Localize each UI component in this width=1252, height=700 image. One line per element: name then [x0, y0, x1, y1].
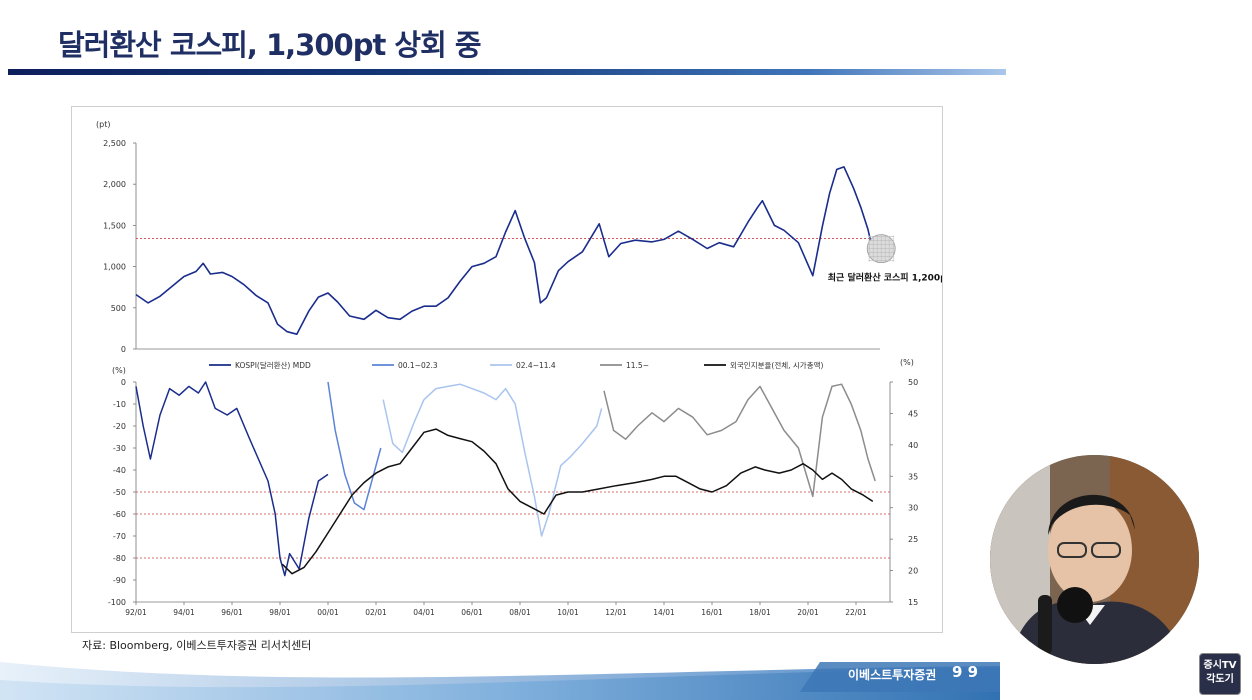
- mdd-11-line: [603, 383, 876, 498]
- x-tick-label: 92/01: [125, 608, 147, 617]
- mdd-00-02-line: [327, 381, 382, 511]
- x-tick-label: 04/01: [413, 608, 435, 617]
- bottom-right-tick-label: 25: [908, 535, 918, 544]
- top-y-tick-label: 2,000: [103, 180, 126, 189]
- legend-label: 11.5~: [626, 361, 649, 370]
- footer-brand: 이베스트투자증권: [848, 668, 937, 682]
- bottom-left-tick-label: 0: [121, 378, 126, 387]
- presenter-video: [990, 455, 1199, 664]
- mdd-kospi-line: [135, 381, 329, 577]
- foreign-ownership-line: [281, 428, 874, 575]
- bottom-left-tick-label: -20: [113, 422, 126, 431]
- x-tick-label: 98/01: [269, 608, 291, 617]
- x-tick-label: 08/01: [509, 608, 531, 617]
- x-tick-label: 96/01: [221, 608, 243, 617]
- bottom-right-tick-label: 50: [908, 378, 918, 387]
- channel-logo: 증시TV 각도기: [1199, 653, 1241, 695]
- bottom-right-tick-label: 35: [908, 472, 918, 481]
- logo-line2: 각도기: [1206, 674, 1234, 685]
- bottom-left-tick-label: -10: [113, 400, 126, 409]
- x-tick-label: 12/01: [605, 608, 627, 617]
- bottom-left-tick-label: -70: [113, 532, 126, 541]
- slide-title: 달러환산 코스피, 1,300pt 상회 중: [58, 28, 482, 62]
- x-tick-label: 16/01: [701, 608, 723, 617]
- bottom-left-unit: (%): [112, 366, 126, 375]
- source-note: 자료: Bloomberg, 이베스트투자증권 리서치센터: [82, 639, 312, 652]
- legend-label: 00.1~02.3: [398, 361, 438, 370]
- x-tick-label: 14/01: [653, 608, 675, 617]
- x-tick-label: 20/01: [797, 608, 819, 617]
- bottom-left-tick-label: -100: [108, 598, 126, 607]
- x-tick-label: 94/01: [173, 608, 195, 617]
- kospi-usd-line: [135, 166, 876, 335]
- bottom-left-tick-label: -40: [113, 466, 126, 475]
- footer-wave: [0, 662, 1000, 700]
- top-y-tick-label: 1,000: [103, 263, 126, 272]
- top-y-tick-label: 1,500: [103, 221, 126, 230]
- bottom-left-tick-label: -60: [113, 510, 126, 519]
- top-y-tick-label: 0: [121, 345, 126, 354]
- annotation-text: 최근 달러환산 코스피 1,200pt 하회: [828, 272, 942, 284]
- top-y-unit: (pt): [96, 120, 110, 129]
- bottom-right-unit: (%): [900, 358, 914, 367]
- x-tick-label: 18/01: [749, 608, 771, 617]
- x-tick-label: 00/01: [317, 608, 339, 617]
- top-y-tick-label: 2,500: [103, 139, 126, 148]
- bottom-right-tick-label: 20: [908, 567, 918, 576]
- top-y-tick-label: 500: [111, 304, 126, 313]
- x-tick-label: 10/01: [557, 608, 579, 617]
- webcam-overlay: [990, 455, 1199, 664]
- bottom-right-tick-label: 40: [908, 441, 918, 450]
- bottom-left-tick-label: -90: [113, 576, 126, 585]
- mdd-02-11-line: [382, 383, 603, 537]
- legend-label: 02.4~11.4: [516, 361, 556, 370]
- page-number: 9 9: [952, 663, 979, 681]
- chart-frame: (pt) 2,500 2,000 1,500 1,000 500 0 최근 달러환산 코스피 …: [71, 106, 943, 633]
- legend-label: KOSPI(달러환산) MDD: [235, 360, 311, 370]
- legend-label: 외국인지분율(전체, 시가총액): [730, 360, 823, 370]
- bottom-right-tick-label: 45: [908, 409, 918, 418]
- x-tick-label: 02/01: [365, 608, 387, 617]
- x-tick-label: 22/01: [845, 608, 867, 617]
- bottom-right-tick-label: 30: [908, 504, 918, 513]
- logo-line1: 증시TV: [1203, 660, 1237, 671]
- bottom-left-tick-label: -30: [113, 444, 126, 453]
- title-underline: [8, 69, 1006, 75]
- bottom-right-tick-label: 15: [908, 598, 918, 607]
- x-tick-label: 06/01: [461, 608, 483, 617]
- bottom-left-tick-label: -80: [113, 554, 126, 563]
- bottom-left-tick-label: -50: [113, 488, 126, 497]
